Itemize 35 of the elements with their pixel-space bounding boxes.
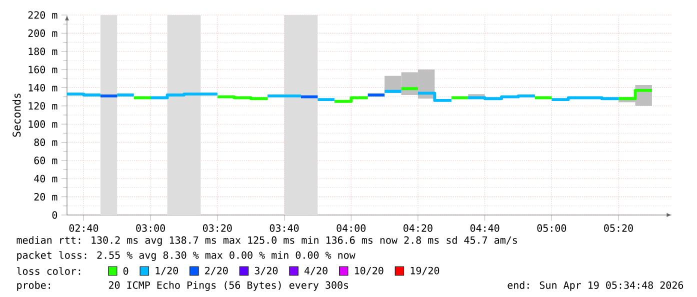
y-tick-label: 100 m [28,120,58,128]
y-tick-label: 120 m [28,102,58,110]
y-tick-label: 200 m [28,29,58,37]
y-axis-title: Seconds [12,94,21,137]
text: median rtt: 130.2 ms avg 138.7 ms max 125.0 ms min 136.6 ms now 2.8 ms sd 45.7 am/s [16,236,517,246]
legend-label: 1/20 [156,266,178,276]
legend-label: 2/20 [205,266,228,276]
y-tick-label: 80 m [34,138,58,146]
y-tick-label: 60 m [34,156,58,164]
x-tick-label: 04:20 [404,224,432,232]
y-tick-label: 0 [52,211,58,219]
y-tick-label: 180 m [28,48,58,56]
y-tick-label: 220 m [28,11,58,19]
x-tick-label: 02:40 [69,224,98,232]
legend-label: 10/20 [355,266,384,276]
legend-title: loss color: [17,267,80,275]
x-tick-label: 05:20 [604,224,633,232]
legend-label: 3/20 [254,266,278,276]
text: end: Sun Apr 19 05:34:48 2026 [508,281,684,291]
x-tick-label: 03:40 [270,224,299,232]
x-tick-label: 03:00 [136,224,165,232]
legend-label: 0 [123,267,128,275]
x-tick-label: 03:20 [203,224,232,232]
text: probe: [17,281,50,291]
legend-label: 19/20 [410,266,440,276]
legend-label: 4/20 [304,266,328,276]
y-tick-label: 20 m [34,193,58,201]
y-tick-label: 140 m [28,84,58,92]
x-tick-label: 05:00 [537,224,566,232]
y-tick-label: 160 m [28,66,58,74]
y-tick-label: 40 m [34,174,58,182]
x-tick-label: 04:40 [470,224,500,232]
text: packet loss: 2.55 % avg 8.30 % max 0.00 % min 0.00 % now [17,251,356,261]
x-tick-label: 04:00 [336,224,366,232]
text: 20 ICMP Echo Pings (56 Bytes) every 300s [109,281,348,291]
